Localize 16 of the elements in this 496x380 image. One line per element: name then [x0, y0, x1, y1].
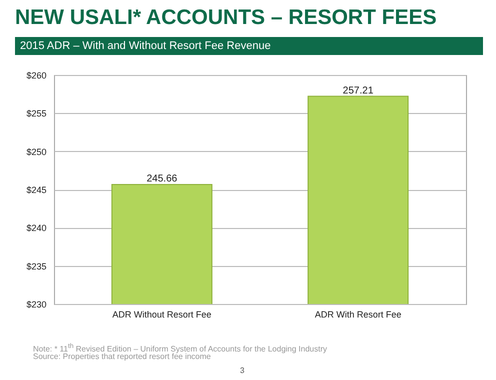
data-label: 245.66 — [146, 173, 178, 184]
chart-title: NEW USALI* ACCOUNTS – RESORT FEES — [15, 6, 437, 30]
y-tick-label: $235 — [26, 261, 46, 272]
y-tick-label: $245 — [26, 185, 46, 195]
x-tick-label: ADR Without Resort Fee — [112, 310, 212, 320]
source-note: Source: Properties that reported resort fee income — [33, 352, 211, 361]
y-tick-label: $250 — [26, 146, 46, 157]
y-tick-label: $230 — [26, 300, 46, 310]
y-tick-label: $255 — [26, 108, 46, 119]
text: Note: * 11$^{th}$ Revised Edition – Uniform System of Accounts for the Lodging Industry — [33, 343, 328, 354]
data-label: 257.21 — [342, 85, 374, 96]
text: 3 — [240, 366, 244, 375]
y-tick-label: $260 — [26, 70, 46, 80]
x-tick-label: ADR With Resort Fee — [314, 310, 402, 320]
chart-subtitle: 2015 ADR – With and Without Resort Fee Revenue — [15, 37, 483, 55]
y-tick-label: $240 — [26, 223, 46, 234]
